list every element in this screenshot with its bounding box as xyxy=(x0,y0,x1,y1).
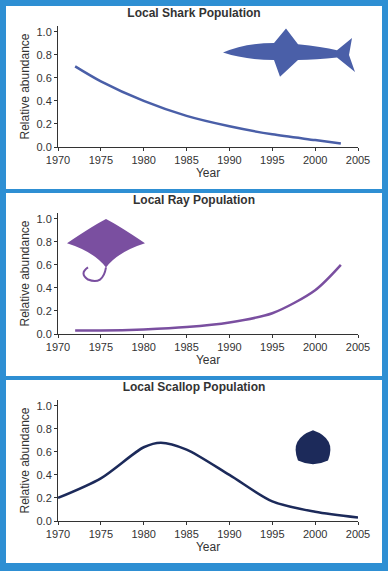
svg-text:0.0: 0.0 xyxy=(37,141,52,153)
svg-text:1.0: 1.0 xyxy=(37,213,52,225)
svg-text:Local Shark Population: Local Shark Population xyxy=(127,6,260,20)
svg-text:1.0: 1.0 xyxy=(37,400,52,412)
svg-text:0.8: 0.8 xyxy=(37,236,52,248)
svg-text:Local Scallop Population: Local Scallop Population xyxy=(123,380,266,394)
svg-text:0.6: 0.6 xyxy=(37,72,52,84)
svg-text:1985: 1985 xyxy=(174,528,198,540)
svg-text:2000: 2000 xyxy=(303,528,327,540)
svg-text:1995: 1995 xyxy=(260,154,284,166)
svg-text:0.2: 0.2 xyxy=(37,305,52,317)
svg-text:2000: 2000 xyxy=(303,154,327,166)
svg-text:0.4: 0.4 xyxy=(37,469,52,481)
svg-text:1980: 1980 xyxy=(131,154,155,166)
svg-text:1990: 1990 xyxy=(217,528,241,540)
svg-text:0.6: 0.6 xyxy=(37,446,52,458)
svg-text:2005: 2005 xyxy=(346,341,370,353)
svg-text:0.0: 0.0 xyxy=(37,328,52,340)
svg-text:0.4: 0.4 xyxy=(37,282,52,294)
svg-text:2005: 2005 xyxy=(346,154,370,166)
svg-text:1985: 1985 xyxy=(174,341,198,353)
svg-text:0.8: 0.8 xyxy=(37,423,52,435)
svg-text:1970: 1970 xyxy=(46,341,70,353)
svg-text:2000: 2000 xyxy=(303,341,327,353)
svg-text:1975: 1975 xyxy=(89,528,113,540)
svg-text:1.0: 1.0 xyxy=(37,26,52,38)
svg-text:Year: Year xyxy=(196,166,220,180)
svg-text:1995: 1995 xyxy=(260,341,284,353)
svg-text:Relative abundance: Relative abundance xyxy=(18,220,32,326)
svg-text:0.0: 0.0 xyxy=(37,515,52,527)
svg-text:Relative abundance: Relative abundance xyxy=(18,407,32,513)
svg-text:Year: Year xyxy=(196,540,220,554)
svg-text:Relative abundance: Relative abundance xyxy=(18,33,32,139)
svg-text:1990: 1990 xyxy=(217,341,241,353)
svg-text:1970: 1970 xyxy=(46,154,70,166)
svg-text:1980: 1980 xyxy=(131,341,155,353)
svg-text:1975: 1975 xyxy=(89,154,113,166)
svg-text:1990: 1990 xyxy=(217,154,241,166)
svg-text:1995: 1995 xyxy=(260,528,284,540)
svg-text:1975: 1975 xyxy=(89,341,113,353)
svg-text:Year: Year xyxy=(196,353,220,367)
svg-text:1970: 1970 xyxy=(46,528,70,540)
svg-text:0.2: 0.2 xyxy=(37,118,52,130)
svg-text:0.8: 0.8 xyxy=(37,49,52,61)
svg-text:2005: 2005 xyxy=(346,528,370,540)
svg-text:0.2: 0.2 xyxy=(37,492,52,504)
svg-text:0.4: 0.4 xyxy=(37,95,52,107)
svg-text:1980: 1980 xyxy=(131,528,155,540)
svg-text:1985: 1985 xyxy=(174,154,198,166)
svg-text:0.6: 0.6 xyxy=(37,259,52,271)
svg-text:Local Ray Population: Local Ray Population xyxy=(133,193,255,207)
